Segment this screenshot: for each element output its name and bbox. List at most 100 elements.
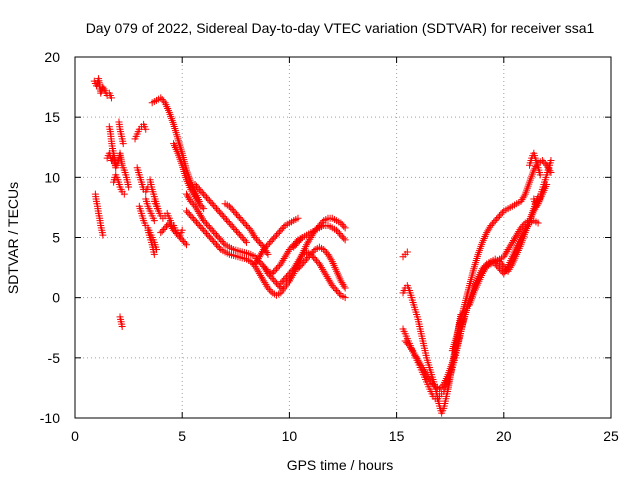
data-point <box>195 185 203 193</box>
data-point <box>484 261 492 269</box>
data-point <box>119 140 127 148</box>
data-point <box>191 193 199 201</box>
data-point <box>210 201 218 209</box>
data-point <box>298 260 306 268</box>
data-point <box>244 223 252 231</box>
data-point <box>198 225 206 233</box>
data-point <box>514 229 522 237</box>
data-point <box>197 213 205 221</box>
data-point <box>208 236 216 244</box>
data-point <box>220 213 228 221</box>
data-point <box>184 192 192 200</box>
data-point <box>198 203 206 211</box>
data-point <box>337 231 345 239</box>
data-point <box>407 344 415 352</box>
data-point <box>494 263 502 271</box>
data-point <box>325 276 333 284</box>
data-point <box>248 259 256 267</box>
data-point <box>261 279 269 287</box>
y-tick-label: 20 <box>44 49 60 65</box>
data-point <box>230 207 238 215</box>
data-point <box>279 256 287 264</box>
data-point <box>271 233 279 241</box>
data-point <box>271 266 279 274</box>
data-point <box>259 275 267 283</box>
data-point <box>338 221 346 229</box>
data-point <box>519 194 527 202</box>
data-point <box>294 238 302 246</box>
data-point <box>181 239 189 247</box>
y-tick-label: 10 <box>44 169 60 185</box>
data-point <box>258 249 266 257</box>
data-point <box>237 215 245 223</box>
data-point <box>210 238 218 246</box>
x-tick-label: 0 <box>71 428 79 444</box>
data-point <box>260 277 268 285</box>
data-point <box>338 233 346 241</box>
data-point <box>278 258 286 266</box>
data-point <box>484 227 492 235</box>
data-point <box>200 205 208 213</box>
data-point <box>281 274 289 282</box>
data-point <box>258 273 266 281</box>
data-point <box>238 234 246 241</box>
data-point <box>205 197 213 205</box>
data-point <box>413 354 421 362</box>
data-point <box>192 204 200 212</box>
data-point <box>294 214 302 222</box>
data-point <box>196 211 204 219</box>
data-markers <box>90 75 555 417</box>
data-point <box>249 230 257 238</box>
data-point <box>502 249 510 257</box>
data-point <box>230 224 238 232</box>
data-point <box>500 262 508 270</box>
data-point <box>490 218 498 226</box>
data-point <box>403 339 411 347</box>
data-point <box>485 225 493 233</box>
data-point <box>261 264 269 272</box>
data-point <box>237 232 245 240</box>
data-point <box>328 282 336 290</box>
data-point <box>341 284 349 292</box>
data-point <box>198 189 206 197</box>
data-point <box>323 273 331 281</box>
data-point <box>506 242 514 250</box>
data-point <box>319 265 327 273</box>
data-point <box>202 220 210 228</box>
data-point <box>265 286 273 294</box>
data-point <box>508 238 516 246</box>
data-point <box>483 229 491 237</box>
data-point <box>241 220 249 228</box>
data-point <box>419 365 427 373</box>
data-point <box>204 221 212 229</box>
data-point <box>150 217 158 225</box>
data-point <box>243 221 251 229</box>
data-point <box>224 217 232 225</box>
data-point <box>251 260 259 268</box>
data-point <box>306 235 314 243</box>
data-point <box>182 207 190 215</box>
data-point <box>294 265 302 273</box>
data-point <box>214 242 222 250</box>
data-point <box>417 362 425 370</box>
data-point <box>213 205 221 213</box>
data-point <box>540 158 548 166</box>
data-point <box>340 234 348 242</box>
data-point <box>221 214 229 222</box>
data-point <box>217 209 225 217</box>
data-point <box>268 270 276 278</box>
data-point <box>504 267 512 275</box>
data-point <box>218 211 226 219</box>
data-point <box>496 212 504 220</box>
data-point <box>208 200 216 208</box>
data-point <box>231 225 239 233</box>
data-point <box>305 237 313 245</box>
data-point <box>200 190 208 198</box>
data-point <box>410 349 418 357</box>
data-point <box>287 268 295 276</box>
data-point <box>263 242 271 250</box>
y-tick-label: -5 <box>48 350 61 366</box>
data-point <box>401 337 409 345</box>
data-point <box>496 265 504 273</box>
